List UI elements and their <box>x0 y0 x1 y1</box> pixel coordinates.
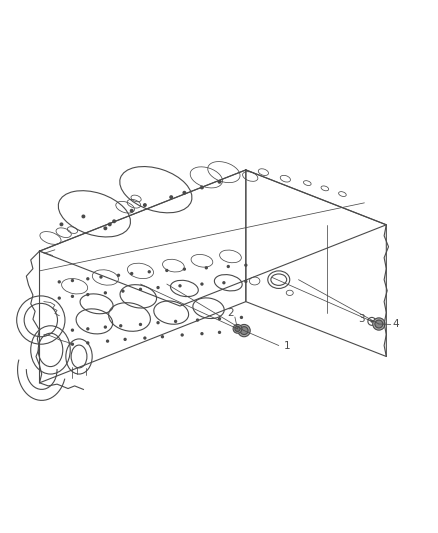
Circle shape <box>178 284 181 287</box>
Text: 1: 1 <box>283 341 290 351</box>
Circle shape <box>143 336 146 340</box>
Circle shape <box>239 316 243 319</box>
Circle shape <box>156 286 159 289</box>
Circle shape <box>160 335 164 338</box>
Circle shape <box>244 280 247 283</box>
Circle shape <box>195 318 199 322</box>
Circle shape <box>103 227 107 230</box>
Circle shape <box>217 180 221 184</box>
Circle shape <box>182 191 186 195</box>
Circle shape <box>57 296 61 300</box>
Circle shape <box>123 338 127 341</box>
Circle shape <box>222 281 225 285</box>
Circle shape <box>81 214 85 219</box>
Circle shape <box>372 318 384 330</box>
Circle shape <box>240 327 247 335</box>
Circle shape <box>169 195 173 199</box>
Circle shape <box>370 320 372 322</box>
Circle shape <box>182 268 186 271</box>
Circle shape <box>199 185 203 189</box>
Circle shape <box>121 289 124 293</box>
Circle shape <box>108 222 111 227</box>
Circle shape <box>165 269 168 272</box>
Circle shape <box>71 343 74 346</box>
Circle shape <box>86 293 89 296</box>
Circle shape <box>119 324 122 327</box>
Circle shape <box>200 282 203 286</box>
Circle shape <box>142 203 146 207</box>
Circle shape <box>86 277 89 280</box>
Circle shape <box>112 219 116 223</box>
Circle shape <box>106 340 109 343</box>
Circle shape <box>173 320 177 323</box>
Circle shape <box>217 330 221 334</box>
Circle shape <box>138 288 142 291</box>
Circle shape <box>71 295 74 298</box>
Circle shape <box>200 332 203 335</box>
Circle shape <box>217 317 221 320</box>
Circle shape <box>117 273 120 277</box>
Circle shape <box>233 325 241 333</box>
Circle shape <box>234 326 240 332</box>
Circle shape <box>71 279 74 282</box>
Text: 4: 4 <box>392 319 399 329</box>
Circle shape <box>180 333 184 337</box>
Circle shape <box>204 266 208 270</box>
Circle shape <box>60 222 64 227</box>
Text: 2: 2 <box>226 308 233 318</box>
Circle shape <box>147 270 151 273</box>
Circle shape <box>103 291 107 295</box>
Circle shape <box>71 328 74 332</box>
Circle shape <box>86 341 89 344</box>
Text: 3: 3 <box>358 314 364 324</box>
Circle shape <box>103 326 107 329</box>
Circle shape <box>130 209 134 213</box>
Circle shape <box>244 263 247 267</box>
Circle shape <box>57 280 61 284</box>
Circle shape <box>226 265 230 268</box>
Circle shape <box>237 329 240 333</box>
Circle shape <box>99 276 102 279</box>
Circle shape <box>237 325 250 337</box>
Circle shape <box>138 323 142 326</box>
Circle shape <box>130 272 133 275</box>
Circle shape <box>156 321 159 325</box>
Circle shape <box>86 327 89 330</box>
Circle shape <box>374 320 382 328</box>
